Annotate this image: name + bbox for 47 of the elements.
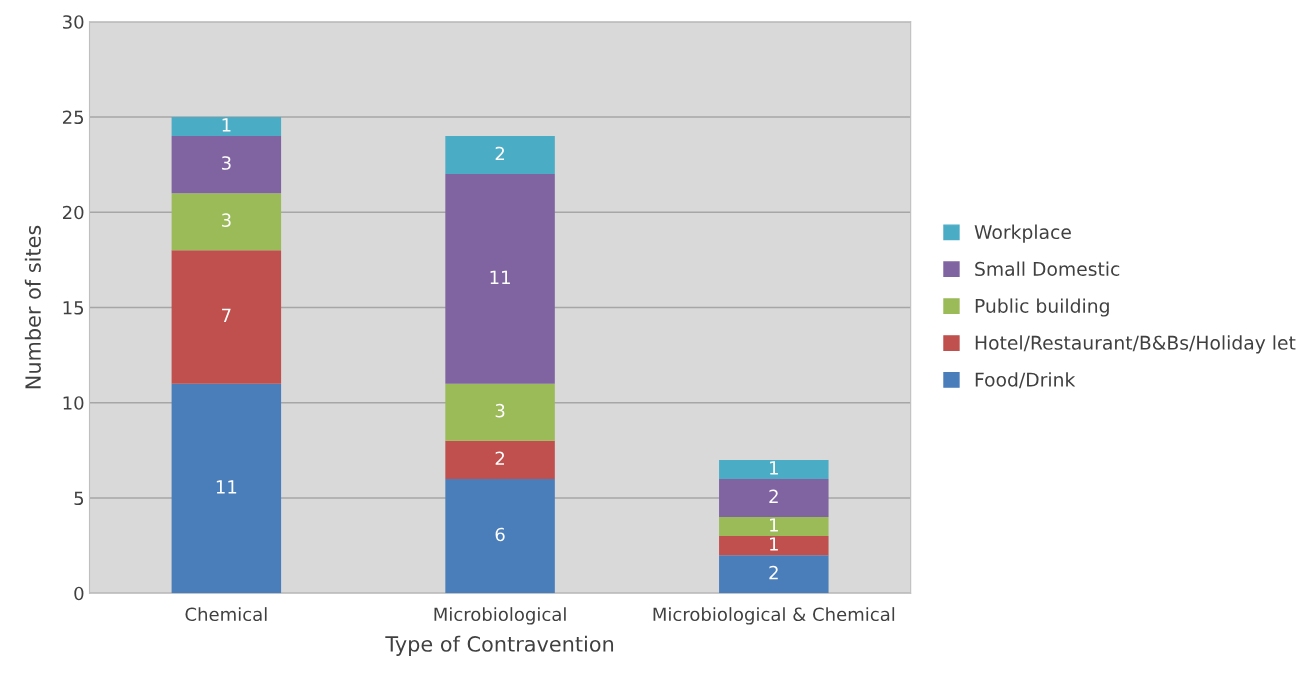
x-axis-title: Type of Contravention	[385, 635, 614, 656]
bar	[445, 383, 555, 441]
data-label: 2	[495, 451, 505, 465]
bar	[171, 193, 282, 251]
bar	[171, 250, 282, 384]
y-tick-label: 0	[74, 586, 84, 601]
data-label: 7	[222, 308, 231, 322]
bar	[171, 116, 282, 137]
y-tick-label: 5	[74, 491, 84, 506]
y-axis-title: Number of sites	[24, 225, 41, 389]
bar	[719, 459, 829, 479]
bar	[445, 174, 555, 384]
legend-label: Small Domestic	[975, 261, 1120, 277]
bar	[719, 536, 829, 556]
data-label: 11	[216, 480, 237, 494]
bar	[445, 440, 555, 479]
data-label: 11	[490, 270, 510, 284]
bar	[719, 517, 829, 537]
y-tick-label: 20	[62, 205, 84, 220]
bar	[719, 555, 829, 594]
x-tick-label: Chemical	[185, 607, 267, 622]
legend-label: Workplace	[974, 224, 1071, 243]
data-label: 1	[222, 118, 231, 132]
bar	[171, 136, 282, 194]
y-tick-label: 10	[63, 396, 84, 410]
data-label: 3	[221, 213, 231, 227]
x-tick-label: Microbiological	[434, 607, 566, 625]
y-tick-label: 15	[63, 301, 84, 315]
legend-label: Food/Drink	[975, 372, 1076, 389]
data-label: 2	[769, 489, 778, 503]
data-label: 3	[221, 156, 231, 170]
data-label: 2	[769, 565, 778, 580]
data-label: 3	[495, 403, 505, 418]
data-label: 2	[495, 146, 505, 161]
bar	[171, 383, 282, 594]
data-label: 1	[770, 518, 778, 532]
data-label: 6	[495, 527, 505, 542]
y-tick-label: 25	[62, 110, 84, 125]
x-tick-label: Microbiological & Chemical	[653, 607, 895, 625]
legend-label: Public building	[975, 298, 1109, 317]
bar	[445, 478, 555, 594]
legend-label: Hotel/Restaurant/B&Bs/Holiday let	[975, 335, 1296, 354]
bar	[445, 136, 555, 175]
data-label: 1	[770, 461, 778, 475]
bar	[719, 478, 829, 518]
data-label: 1	[770, 537, 778, 551]
y-tick-label: 30	[63, 15, 84, 29]
